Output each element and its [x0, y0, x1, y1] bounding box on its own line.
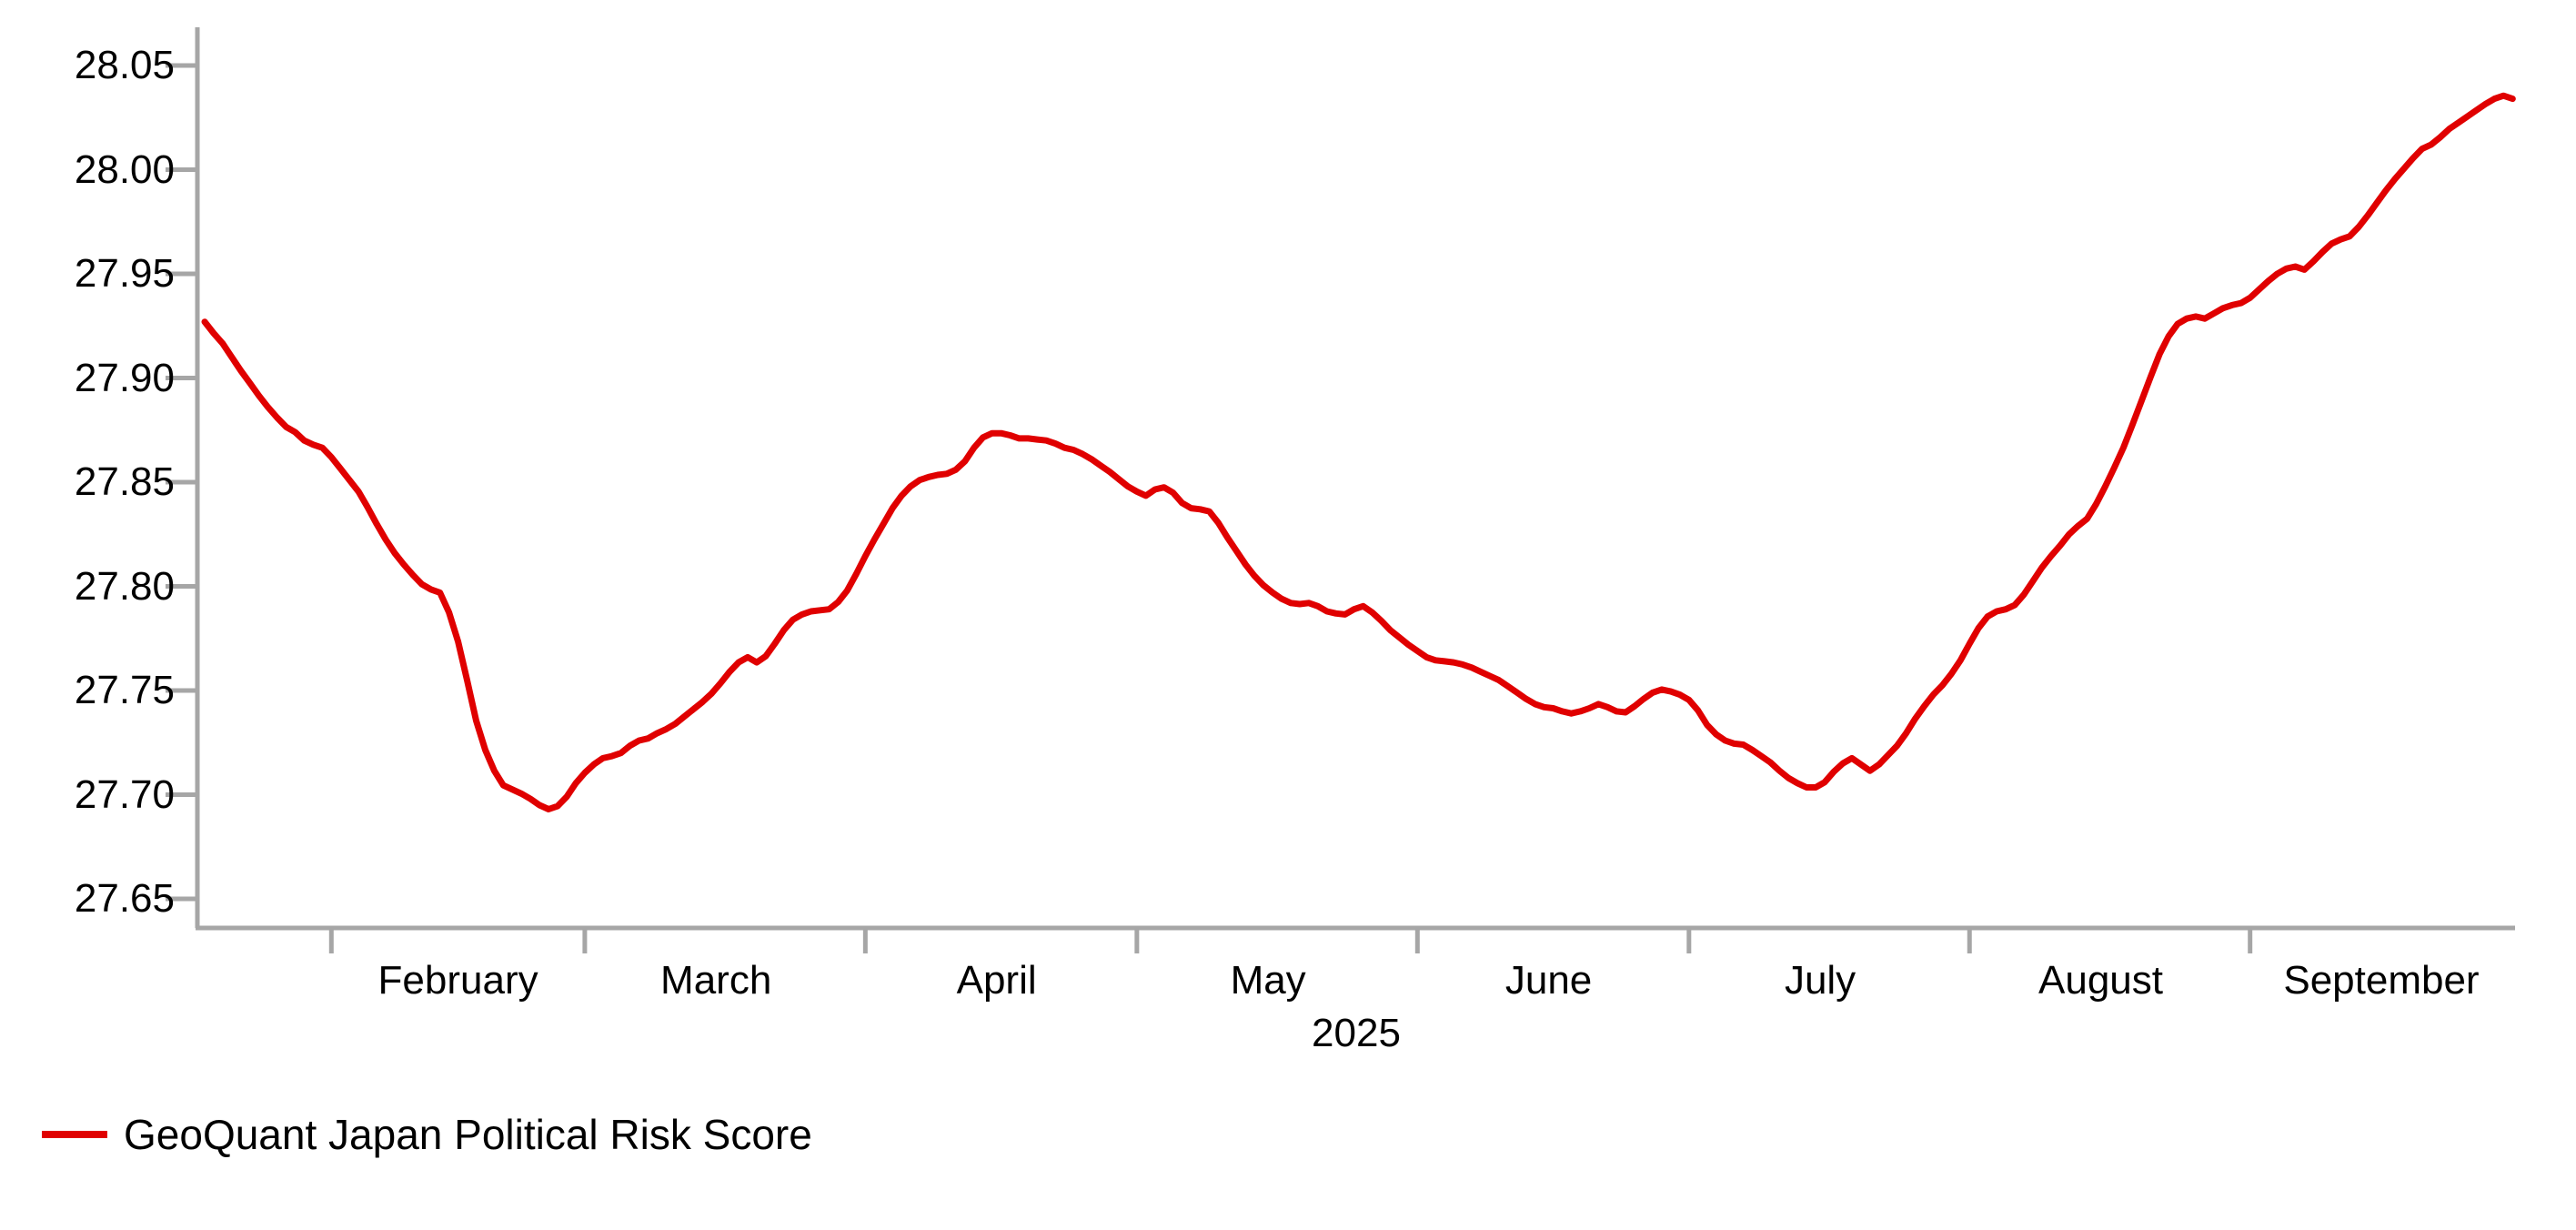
y-tick-label-28.05: 28.05	[74, 43, 175, 87]
y-tick-label-27.75: 27.75	[74, 668, 175, 712]
x-axis-year-label: 2025	[1312, 1011, 1401, 1055]
x-tick-label-february: February	[377, 958, 538, 1003]
y-tick-label-27.65: 27.65	[74, 876, 175, 921]
y-tick-label-28.00: 28.00	[74, 146, 175, 192]
x-tick-label-august: August	[2038, 958, 2163, 1003]
y-tick-label-27.95: 27.95	[74, 251, 175, 296]
legend: GeoQuant Japan Political Risk Score	[40, 1108, 812, 1161]
legend-series-label: GeoQuant Japan Political Risk Score	[124, 1111, 812, 1158]
x-tick-label-september: September	[2283, 958, 2480, 1003]
x-tick-label-march: March	[660, 958, 772, 1003]
legend-line-swatch-icon	[42, 1131, 107, 1138]
x-tick-label-july: July	[1784, 958, 1857, 1003]
x-tick-label-june: June	[1504, 958, 1593, 1003]
y-tick-label-27.85: 27.85	[74, 459, 175, 504]
y-tick-label-27.90: 27.90	[74, 355, 175, 400]
y-tick-label-27.70: 27.70	[74, 771, 175, 817]
x-tick-label-april: April	[956, 958, 1037, 1003]
x-tick-label-may: May	[1230, 958, 1306, 1003]
y-tick-label-27.80: 27.80	[74, 563, 175, 609]
